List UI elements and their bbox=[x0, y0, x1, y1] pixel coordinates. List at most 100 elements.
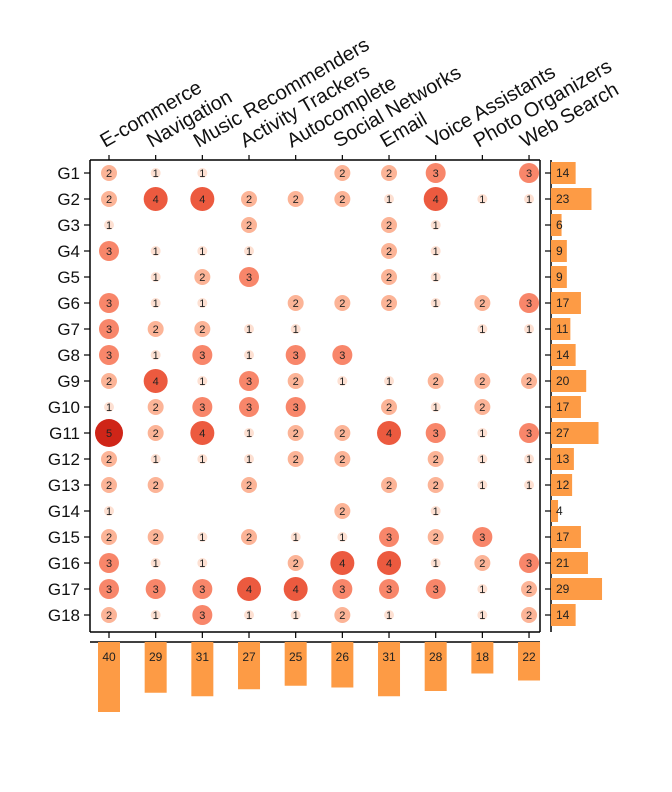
cell-circle bbox=[244, 428, 255, 438]
cell-circle bbox=[427, 529, 444, 545]
matrix-cell: 2 bbox=[241, 191, 258, 207]
cell-value-label: 1 bbox=[199, 558, 205, 570]
row-total-bar bbox=[551, 448, 574, 470]
cell-circle bbox=[377, 421, 402, 445]
matrix-cell: 2 bbox=[241, 529, 258, 545]
cell-circle bbox=[143, 187, 168, 211]
cell-circle bbox=[477, 324, 488, 334]
matrix-cell: 1 bbox=[524, 324, 535, 336]
matrix-cell: 1 bbox=[477, 610, 488, 622]
matrix-cell: 1 bbox=[150, 350, 161, 362]
column-total-bar bbox=[378, 642, 401, 697]
cell-circle bbox=[524, 194, 535, 204]
cell-value-label: 3 bbox=[246, 376, 252, 388]
row-label: G16 bbox=[48, 554, 80, 573]
cell-circle bbox=[147, 399, 164, 415]
row-total-bar bbox=[551, 396, 581, 418]
row-label: G14 bbox=[48, 502, 80, 521]
cell-value-label: 2 bbox=[339, 610, 345, 622]
cell-value-label: 1 bbox=[479, 194, 485, 206]
cell-value-label: 2 bbox=[339, 298, 345, 310]
matrix-cell: 3 bbox=[192, 397, 213, 417]
cell-circle bbox=[190, 421, 215, 445]
cell-value-label: 3 bbox=[433, 168, 439, 180]
matrix-cell: 3 bbox=[239, 267, 260, 287]
matrix-cell: 3 bbox=[519, 553, 540, 573]
row-label: G4 bbox=[57, 242, 80, 261]
column-total-bar bbox=[331, 642, 354, 688]
matrix-cell: 2 bbox=[287, 451, 304, 467]
column-total-bar bbox=[238, 642, 261, 690]
cell-value-label: 1 bbox=[153, 168, 159, 180]
cell-value-label: 2 bbox=[153, 324, 159, 336]
matrix-cell: 4 bbox=[143, 187, 168, 211]
cell-value-label: 1 bbox=[433, 402, 439, 414]
matrix-cell: 1 bbox=[244, 324, 255, 336]
column-total-label: 25 bbox=[289, 650, 303, 664]
matrix-cell: 2 bbox=[381, 217, 398, 233]
cell-circle bbox=[287, 295, 304, 311]
column-total-label: 22 bbox=[522, 650, 536, 664]
cell-value-label: 1 bbox=[433, 506, 439, 518]
cell-value-label: 2 bbox=[339, 428, 345, 440]
row-total-label: 4 bbox=[556, 504, 563, 518]
cell-circle bbox=[241, 217, 258, 233]
matrix-cell: 3 bbox=[239, 397, 260, 417]
matrix-cell: 2 bbox=[101, 477, 117, 493]
cell-circle bbox=[197, 168, 208, 178]
column-total-bar bbox=[471, 642, 494, 674]
cell-value-label: 2 bbox=[153, 532, 159, 544]
cell-value-label: 3 bbox=[106, 350, 112, 362]
cell-value-label: 3 bbox=[386, 532, 392, 544]
column-total-label: 28 bbox=[429, 650, 443, 664]
cell-circle bbox=[334, 451, 351, 467]
cell-value-label: 2 bbox=[433, 532, 439, 544]
cell-circle bbox=[524, 480, 535, 490]
cell-circle bbox=[427, 451, 444, 467]
matrix-cell: 1 bbox=[430, 272, 441, 284]
cell-circle bbox=[150, 168, 161, 178]
matrix-cell: 2 bbox=[334, 425, 351, 441]
cell-circle bbox=[425, 423, 446, 443]
cell-value-label: 4 bbox=[153, 194, 159, 206]
cell-circle bbox=[430, 272, 441, 282]
matrix-cell: 4 bbox=[377, 421, 402, 445]
matrix-cell: 1 bbox=[244, 454, 255, 466]
cell-circle bbox=[239, 397, 260, 417]
cell-circle bbox=[237, 577, 262, 601]
cell-value-label: 4 bbox=[386, 558, 392, 570]
cell-circle bbox=[101, 373, 117, 389]
cell-value-label: 2 bbox=[153, 402, 159, 414]
matrix-cell: 2 bbox=[287, 191, 304, 207]
cell-value-label: 2 bbox=[386, 298, 392, 310]
matrix-cell: 3 bbox=[425, 423, 446, 443]
matrix-cell: 2 bbox=[521, 581, 538, 597]
cell-circle bbox=[287, 555, 304, 571]
cell-value-label: 1 bbox=[153, 610, 159, 622]
cell-circle bbox=[287, 191, 304, 207]
matrix-cell: 2 bbox=[334, 165, 351, 181]
cell-circle bbox=[244, 454, 255, 464]
cell-value-label: 3 bbox=[526, 298, 532, 310]
column-total-bar bbox=[191, 642, 214, 697]
cell-value-label: 2 bbox=[246, 532, 252, 544]
cell-value-label: 2 bbox=[479, 376, 485, 388]
matrix-cell: 3 bbox=[99, 345, 119, 365]
cell-circle bbox=[150, 558, 161, 568]
cell-value-label: 3 bbox=[106, 584, 112, 596]
cell-circle bbox=[241, 477, 258, 493]
cell-circle bbox=[147, 477, 164, 493]
matrix-cell: 4 bbox=[237, 577, 262, 601]
cell-circle bbox=[197, 246, 208, 256]
cell-value-label: 3 bbox=[246, 402, 252, 414]
row-total-bar bbox=[551, 344, 576, 366]
cell-circle bbox=[244, 350, 255, 360]
cell-value-label: 3 bbox=[339, 584, 345, 596]
cell-circle bbox=[192, 605, 213, 625]
cell-value-label: 1 bbox=[106, 506, 112, 518]
cell-value-label: 2 bbox=[386, 168, 392, 180]
matrix-cell: 2 bbox=[101, 529, 117, 545]
cell-value-label: 1 bbox=[386, 376, 392, 388]
